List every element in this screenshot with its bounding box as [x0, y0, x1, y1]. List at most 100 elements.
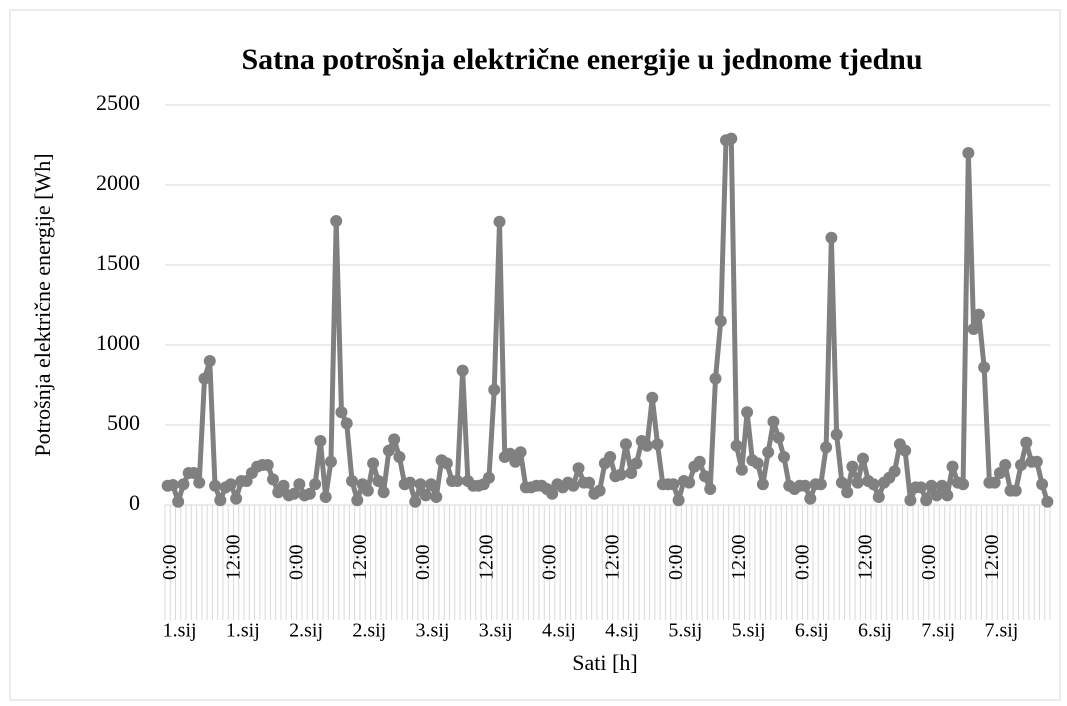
data-point	[309, 478, 322, 491]
data-point	[851, 476, 864, 489]
data-point	[630, 457, 643, 470]
data-point	[920, 494, 933, 507]
x-group-label: 4.sij	[605, 620, 639, 642]
data-point	[646, 391, 659, 404]
data-point	[936, 479, 949, 492]
data-point	[988, 476, 1001, 489]
data-point	[725, 132, 738, 145]
data-point	[303, 487, 316, 500]
x-tick-label: 0:00	[791, 544, 813, 580]
chart-border	[9, 9, 1061, 701]
y-tick-label: 2500	[96, 90, 140, 115]
x-group-label: 7.sij	[921, 620, 955, 642]
data-point	[799, 479, 812, 492]
data-point	[899, 444, 912, 457]
data-point	[1036, 478, 1049, 491]
data-point	[735, 463, 748, 476]
data-point	[377, 486, 390, 499]
data-point	[482, 471, 495, 484]
x-tick-label: 0:00	[159, 544, 181, 580]
data-point	[667, 478, 680, 491]
x-group-label: 6.sij	[858, 620, 892, 642]
chart-title: Satna potrošnja električne energije u je…	[241, 43, 922, 76]
data-point	[962, 147, 975, 159]
x-axis-label: Sati [h]	[572, 650, 637, 675]
data-point	[704, 483, 717, 495]
data-point	[203, 355, 216, 367]
data-point	[693, 455, 706, 468]
data-point	[930, 489, 943, 502]
data-point	[393, 451, 406, 463]
data-point	[493, 215, 506, 228]
data-point	[772, 431, 785, 444]
data-point	[625, 467, 638, 479]
data-point	[187, 467, 200, 479]
data-point	[214, 494, 227, 507]
data-point	[293, 478, 306, 491]
y-tick-label: 1500	[96, 250, 140, 275]
data-point	[830, 428, 843, 441]
data-point	[340, 417, 353, 430]
data-point	[172, 495, 185, 508]
x-tick-label: 12:00	[855, 534, 877, 580]
data-point	[972, 308, 985, 321]
data-point	[425, 478, 438, 491]
data-point	[419, 489, 432, 502]
data-point	[330, 215, 343, 227]
data-point	[351, 494, 364, 507]
data-point	[514, 446, 527, 459]
x-tick-label: 0:00	[918, 544, 940, 580]
data-point	[403, 476, 416, 489]
data-point	[820, 441, 833, 454]
data-point	[888, 465, 901, 478]
data-point	[1030, 455, 1043, 468]
data-point	[409, 495, 422, 508]
data-point	[224, 478, 237, 491]
data-point	[261, 459, 274, 471]
data-point	[209, 479, 222, 492]
x-group-label: 7.sij	[984, 620, 1018, 642]
data-point	[651, 438, 664, 451]
x-group-label: 3.sij	[479, 620, 513, 642]
data-point	[488, 383, 501, 396]
data-point	[756, 478, 769, 491]
x-group-label: 2.sij	[289, 620, 323, 642]
data-point	[346, 475, 359, 487]
x-group-label: 3.sij	[416, 620, 450, 642]
data-point	[324, 455, 337, 468]
x-group-label: 5.sij	[668, 620, 702, 642]
data-point	[683, 476, 696, 489]
data-point	[967, 323, 980, 335]
data-point	[978, 361, 991, 374]
data-point	[372, 475, 385, 487]
data-point	[456, 364, 469, 377]
data-point	[999, 459, 1012, 471]
data-point	[509, 455, 522, 468]
x-group-label: 6.sij	[795, 620, 829, 642]
x-tick-label: 0:00	[539, 544, 561, 580]
data-point	[451, 475, 464, 487]
data-point	[856, 452, 869, 465]
x-tick-label: 0:00	[665, 544, 687, 580]
data-point	[319, 491, 332, 503]
y-tick-label: 500	[107, 410, 140, 435]
x-tick-label: 12:00	[981, 534, 1003, 580]
data-point	[709, 372, 722, 385]
data-point	[440, 457, 453, 470]
data-point	[846, 460, 859, 473]
data-point	[751, 457, 764, 470]
data-point	[361, 484, 374, 497]
data-point	[925, 479, 938, 492]
x-group-label: 1.sij	[226, 620, 260, 642]
data-point	[177, 478, 190, 491]
data-point	[193, 476, 206, 489]
data-point	[872, 491, 885, 503]
data-point	[230, 492, 243, 505]
data-point	[698, 470, 711, 483]
data-point	[841, 486, 854, 499]
data-point	[414, 478, 427, 491]
x-tick-label: 12:00	[728, 534, 750, 580]
data-point	[604, 451, 617, 463]
data-point	[804, 492, 817, 505]
data-point	[914, 481, 927, 494]
